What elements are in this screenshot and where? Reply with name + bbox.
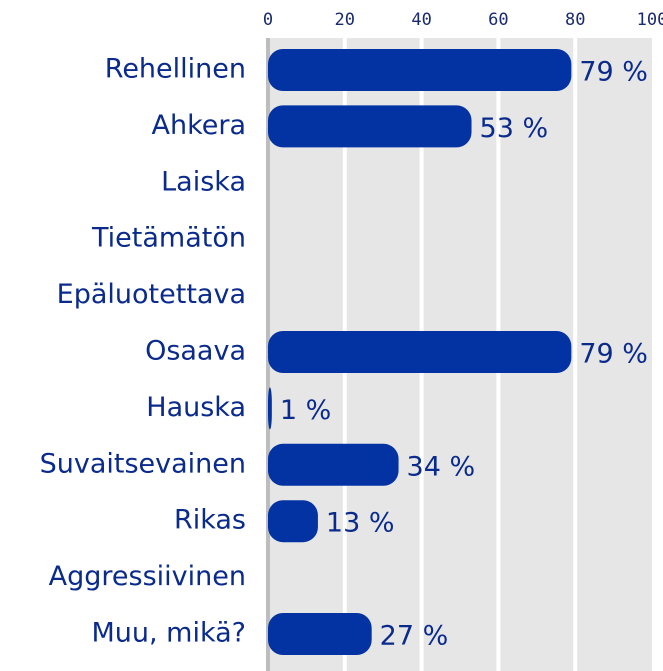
category-label: Rikas <box>174 505 246 536</box>
x-tick-label: 40 <box>411 10 431 30</box>
value-label: 79 % <box>579 57 648 88</box>
category-label: Ahkera <box>151 110 246 141</box>
category-label: Osaava <box>145 336 246 367</box>
x-tick-label: 60 <box>488 10 508 30</box>
x-tick-label: 80 <box>565 10 585 30</box>
category-label: Laiska <box>161 166 246 197</box>
value-label: 53 % <box>480 113 549 144</box>
x-tick-label: 100 <box>637 10 663 30</box>
category-label: Muu, mikä? <box>91 618 246 649</box>
bar <box>268 331 572 373</box>
category-label: Epäluotettava <box>57 279 246 310</box>
value-label: 13 % <box>326 508 395 539</box>
bar <box>268 387 272 430</box>
value-label: 79 % <box>579 339 648 370</box>
bar <box>268 500 318 543</box>
category-label: Tietämätön <box>91 223 246 254</box>
x-tick-label: 0 <box>263 10 273 30</box>
category-label: Rehellinen <box>105 54 246 85</box>
bar <box>268 105 472 148</box>
category-label: Suvaitsevainen <box>40 448 246 479</box>
value-label: 34 % <box>407 451 476 482</box>
bar <box>268 49 572 91</box>
x-tick-label: 20 <box>335 10 355 30</box>
bar <box>268 613 372 655</box>
value-label: 1 % <box>280 395 331 426</box>
category-label: Aggressiivinen <box>49 561 246 592</box>
category-label: Hauska <box>146 392 246 423</box>
value-label: 27 % <box>380 621 449 652</box>
bar <box>268 443 399 486</box>
